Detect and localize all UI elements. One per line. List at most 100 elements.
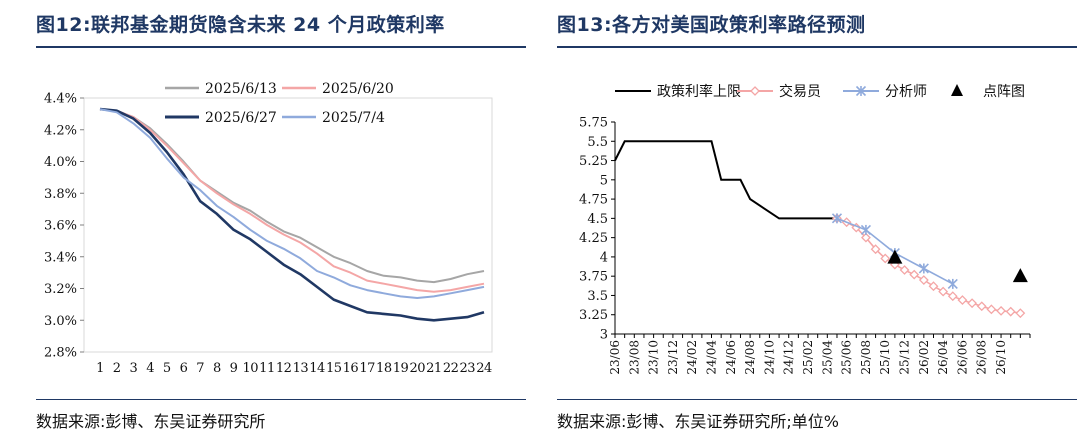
- x-tick-label: 9: [230, 361, 238, 376]
- y-tick-label: 5.75: [579, 116, 608, 131]
- y-tick-label: 3.0%: [44, 314, 77, 329]
- left-chart: 2.8%3.0%3.2%3.4%3.6%3.8%4.0%4.2%4.4%1 2 3 4…: [44, 81, 493, 376]
- trader-marker: [880, 253, 891, 264]
- trader-marker: [1015, 308, 1026, 319]
- x-tick-label: 24/08: [743, 340, 757, 375]
- x-tick-label: 23/12: [666, 340, 680, 375]
- right-source-rule: [557, 399, 1077, 400]
- x-tick-label: 25/10: [878, 340, 892, 375]
- right-figure-panel: 图13:各方对美国政策利率路径预测 3 3.25 3.5 3.75 4 4.25 4.5 4.…: [545, 0, 1080, 447]
- right-chart: 3 3.25 3.5 3.75 4 4.25 4.5 4.75 5 5.25 5.5 5.75 23/0…: [579, 83, 1031, 375]
- y-tick-label: 4.25: [579, 231, 608, 246]
- left-source-note: 数据来源:彭博、东吴证券研究所: [36, 412, 266, 431]
- right-source-note: 数据来源:彭博、东吴证券研究所;单位%: [557, 412, 839, 431]
- dot-plot-marker: [887, 249, 903, 264]
- x-tick-label: 23: [460, 361, 476, 376]
- trader-marker: [918, 275, 929, 285]
- x-tick-label: 5: [163, 361, 171, 376]
- x-tick-label: 14: [309, 361, 325, 376]
- series-line-2: [99, 108, 485, 293]
- y-tick-label: 5.5: [587, 135, 608, 150]
- x-tick-label: 24/12: [782, 340, 796, 375]
- y-tick-label: 4: [600, 250, 608, 265]
- legend-label: 分析师: [885, 84, 927, 100]
- x-tick-label: 26/10: [994, 340, 1008, 375]
- left-source-rule: [36, 399, 526, 400]
- legend-label: 2025/6/27: [205, 110, 277, 126]
- trader-marker: [947, 291, 958, 302]
- x-tick-label: 11: [259, 361, 275, 376]
- x-tick-label: 24/06: [724, 340, 738, 375]
- dot-plot-marker: [1012, 268, 1028, 283]
- x-tick-label: 25/06: [840, 340, 854, 375]
- right-figure-title: 图13:各方对美国政策利率路径预测: [557, 14, 866, 36]
- y-tick-label: 4.75: [579, 193, 608, 208]
- y-tick-label: 5.25: [579, 154, 608, 169]
- y-tick-label: 4.4%: [44, 92, 77, 107]
- trader-marker: [976, 301, 987, 312]
- x-tick-label: 24/04: [705, 340, 719, 375]
- x-tick-label: 24/02: [685, 340, 699, 375]
- left-figure-title: 图12:联邦基金期货隐含未来 24 个月政策利率: [36, 14, 445, 36]
- legend-label: 政策利率上限: [657, 83, 741, 100]
- x-tick-label: 22: [443, 361, 459, 376]
- y-tick-label: 4.5: [587, 212, 608, 227]
- y-tick-label: 3.5: [587, 289, 608, 304]
- x-tick-label: 4: [146, 361, 154, 376]
- right-title-rule: [557, 46, 1077, 48]
- x-tick-label: 12: [276, 361, 292, 376]
- plot-area: [83, 97, 493, 353]
- analyst-marker: [918, 263, 929, 274]
- x-tick-label: 23/10: [647, 340, 661, 375]
- trader-marker: [957, 295, 968, 305]
- x-tick-label: 23/06: [608, 340, 622, 375]
- x-tick-label: 26/06: [955, 340, 969, 375]
- x-tick-label: 19: [393, 361, 409, 376]
- legend-label: 2025/7/4: [322, 110, 385, 126]
- y-tick-label: 3.4%: [44, 250, 77, 265]
- left-title-rule: [36, 46, 526, 48]
- x-tick-label: 16: [343, 361, 359, 376]
- x-tick-label: 10: [242, 361, 258, 376]
- series-line-4: [99, 108, 485, 299]
- x-tick-label: 24: [476, 361, 492, 376]
- y-tick-label: 4.0%: [44, 155, 77, 170]
- x-tick-label: 24/10: [762, 340, 776, 375]
- x-tick-label: 25/12: [898, 340, 912, 375]
- x-tick-label: 1: [96, 361, 104, 376]
- x-tick-label: 21: [426, 361, 442, 376]
- x-tick-label: 6: [180, 361, 188, 376]
- x-tick-label: 25/02: [801, 340, 815, 375]
- x-tick-label: 8: [213, 361, 221, 376]
- legend-label: 点阵图: [983, 84, 1025, 100]
- x-tick-label: 13: [293, 361, 309, 376]
- x-tick-label: 23/08: [627, 340, 641, 375]
- legend-marker: [855, 85, 867, 97]
- trader-marker: [870, 244, 881, 255]
- series-line-3: [99, 107, 485, 322]
- y-tick-label: 3.2%: [44, 282, 77, 297]
- legend-marker: [750, 86, 760, 96]
- trader-marker: [899, 265, 910, 275]
- x-tick-label: 26/02: [917, 340, 931, 375]
- x-tick-label: 3: [130, 361, 138, 376]
- x-tick-label: 15: [326, 361, 342, 376]
- trader-marker: [928, 281, 939, 292]
- trader-marker: [861, 232, 871, 243]
- x-tick-label: 17: [359, 361, 375, 376]
- legend-label: 交易员: [779, 83, 821, 100]
- x-tick-label: 26/08: [975, 340, 989, 375]
- series-line-1: [614, 140, 837, 220]
- left-figure-panel: 图12:联邦基金期货隐含未来 24 个月政策利率 2.8% 3.0% 3.2% 3.4…: [0, 0, 535, 447]
- x-tick-label: 25/08: [859, 340, 873, 375]
- trader-marker: [1005, 306, 1016, 317]
- y-tick-label: 4.2%: [44, 123, 77, 138]
- x-tick-label: 18: [376, 361, 392, 376]
- x-tick-label: 20: [409, 361, 425, 376]
- analyst-marker: [831, 213, 843, 224]
- y-tick-label: 3.25: [579, 308, 608, 323]
- trader-marker: [909, 269, 920, 280]
- analyst-marker: [860, 224, 871, 235]
- trader-marker: [996, 305, 1006, 316]
- x-tick-label: 2: [113, 361, 121, 376]
